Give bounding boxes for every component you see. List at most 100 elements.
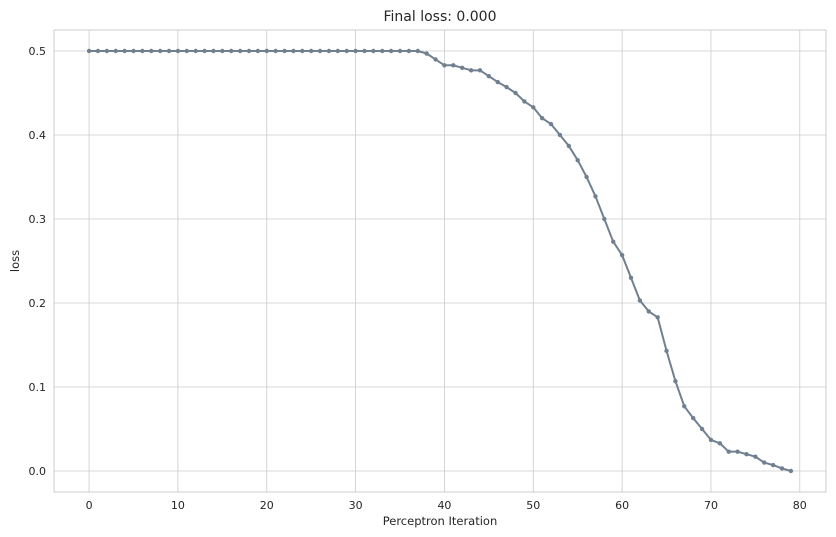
loss-data-point <box>246 48 252 54</box>
loss-data-point <box>140 48 145 54</box>
loss-data-point <box>166 48 172 54</box>
loss-data-point <box>211 48 216 54</box>
loss-data-point <box>646 309 651 314</box>
loss-data-point <box>131 48 136 54</box>
y-tick-labels: 0.0 0.1 0.2 0.3 0.4 0.5 <box>29 45 47 478</box>
loss-data-point <box>637 298 643 303</box>
loss-data-point <box>477 68 483 73</box>
loss-data-point <box>788 468 794 474</box>
loss-data-point <box>229 48 234 54</box>
loss-data-point <box>726 449 731 454</box>
loss-data-point <box>451 63 456 68</box>
loss-data-point <box>504 84 509 90</box>
loss-data-point <box>611 239 616 244</box>
x-axis-label: Perceptron Iteration <box>383 514 498 528</box>
loss-data-point <box>513 90 518 96</box>
loss-data-point <box>682 404 687 409</box>
plot-background <box>54 30 826 492</box>
x-tick-label: 0 <box>86 499 93 512</box>
loss-data-point <box>468 68 474 73</box>
loss-data-point <box>415 48 420 54</box>
loss-data-point <box>593 194 598 199</box>
loss-data-point <box>762 460 767 465</box>
y-tick-label: 0.1 <box>29 381 47 394</box>
loss-data-point <box>220 48 225 54</box>
x-tick-label: 50 <box>526 499 540 512</box>
loss-data-point <box>175 48 181 54</box>
loss-data-point <box>388 48 394 54</box>
loss-data-point <box>184 48 190 54</box>
loss-data-point <box>353 48 358 54</box>
loss-data-point <box>300 48 305 54</box>
loss-data-point <box>255 48 261 54</box>
series-group <box>86 48 794 474</box>
loss-data-point <box>264 48 269 54</box>
loss-data-point <box>539 116 545 121</box>
chart-title: Final loss: 0.000 <box>383 9 496 25</box>
loss-data-point <box>104 48 110 54</box>
x-tick-label: 60 <box>615 499 629 512</box>
loss-data-point <box>442 63 447 68</box>
loss-data-point <box>202 48 207 54</box>
x-tick-label: 80 <box>793 499 807 512</box>
loss-data-point <box>149 48 154 54</box>
loss-data-point <box>744 452 749 457</box>
loss-data-point <box>690 415 696 421</box>
loss-data-point <box>326 48 332 54</box>
loss-data-point <box>548 121 554 127</box>
loss-data-point <box>717 441 723 446</box>
loss-data-point <box>735 449 740 454</box>
loss-data-point <box>753 454 758 459</box>
loss-data-point <box>95 48 101 54</box>
loss-data-point <box>708 437 714 443</box>
loss-data-point <box>495 79 500 85</box>
x-tick-labels: 0 10 20 30 40 50 60 70 80 <box>86 499 807 512</box>
loss-data-point <box>291 48 296 54</box>
y-tick-label: 0.4 <box>29 129 47 142</box>
loss-data-point <box>602 216 607 222</box>
loss-data-point <box>557 132 563 138</box>
loss-data-point <box>699 426 705 432</box>
loss-data-point <box>157 48 163 54</box>
loss-data-point <box>237 48 243 54</box>
loss-data-point <box>113 48 118 54</box>
plot-frame <box>53 29 827 493</box>
loss-data-point <box>531 105 536 110</box>
loss-data-point <box>486 74 492 79</box>
loss-data-point <box>566 143 572 149</box>
x-tick-label: 20 <box>260 499 274 512</box>
y-axis-label: loss <box>8 250 22 272</box>
y-tick-label: 0.3 <box>29 213 47 226</box>
loss-data-point <box>362 48 367 54</box>
loss-data-point <box>628 275 634 280</box>
x-tick-label: 70 <box>704 499 718 512</box>
loss-data-point <box>122 48 127 54</box>
loss-data-point <box>344 48 349 54</box>
loss-data-point <box>460 65 465 71</box>
loss-data-point <box>371 48 376 54</box>
loss-data-point <box>433 57 438 62</box>
loss-data-point <box>575 158 580 163</box>
loss-data-point <box>86 48 92 54</box>
loss-data-point <box>317 48 323 54</box>
loss-data-point <box>619 252 625 258</box>
loss-data-point <box>522 99 527 104</box>
loss-data-point <box>424 51 429 56</box>
x-tick-label: 10 <box>171 499 185 512</box>
loss-data-point <box>397 48 403 54</box>
x-tick-label: 40 <box>437 499 451 512</box>
y-tick-label: 0.5 <box>29 45 47 58</box>
loss-data-point <box>273 48 278 54</box>
y-tick-label: 0.0 <box>29 465 47 478</box>
x-tick-label: 30 <box>349 499 363 512</box>
loss-data-point <box>779 466 785 471</box>
loss-data-point <box>193 48 198 54</box>
loss-data-point <box>770 462 776 468</box>
loss-data-point <box>282 48 287 54</box>
loss-data-point <box>308 48 314 54</box>
loss-data-point <box>673 378 678 384</box>
y-tick-label: 0.2 <box>29 297 47 310</box>
loss-data-point <box>584 174 589 180</box>
loss-data-point <box>655 315 660 320</box>
